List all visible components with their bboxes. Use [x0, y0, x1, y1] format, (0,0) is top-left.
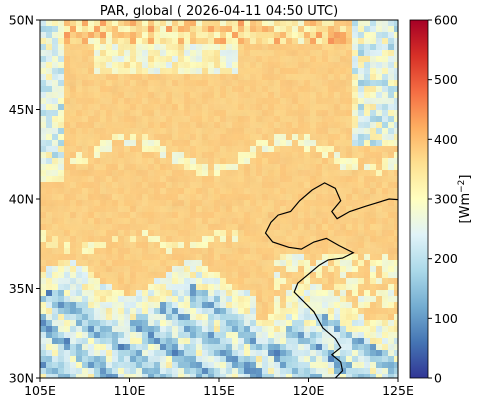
colorbar-label: [Wm−2] — [457, 175, 473, 224]
colorbar-gradient — [409, 19, 429, 379]
y-tick-label: 40N — [9, 192, 34, 207]
coastline-path — [264, 182, 398, 378]
x-tick-label: 125E — [382, 383, 414, 398]
texture-overlay — [40, 20, 398, 378]
colorbar-tick-label: 0 — [434, 371, 442, 386]
x-tick-label: 105E — [24, 383, 56, 398]
coastline — [264, 182, 398, 378]
colorbar-tick-label: 300 — [434, 192, 458, 207]
y-tick-label: 30N — [9, 371, 34, 386]
colorbar-tick-label: 100 — [434, 311, 458, 326]
y-tick-label: 45N — [9, 102, 34, 117]
x-tick-label: 115E — [203, 383, 235, 398]
y-axis: 30N 35N 40N 45N 50N — [9, 13, 40, 386]
chart-title: PAR, global ( 2026-04-11 04:50 UTC) — [100, 4, 338, 19]
map-plot-area — [40, 20, 398, 378]
x-tick-label: 110E — [114, 383, 146, 398]
y-tick-label: 50N — [9, 13, 34, 28]
colorbar-ticks: 0 100 200 300 400 500 600 — [428, 13, 458, 386]
colorbar-tick-label: 400 — [434, 132, 458, 147]
x-tick-label: 120E — [293, 383, 325, 398]
colorbar-tick-label: 200 — [434, 251, 458, 266]
x-axis: 105E 110E 115E 120E 125E — [24, 378, 414, 398]
colorbar-tick-label: 600 — [434, 13, 458, 28]
y-tick-label: 35N — [9, 281, 34, 296]
colorbar: 0 100 200 300 400 500 600 [Wm−2] — [409, 13, 473, 386]
colorbar-tick-label: 500 — [434, 72, 458, 87]
